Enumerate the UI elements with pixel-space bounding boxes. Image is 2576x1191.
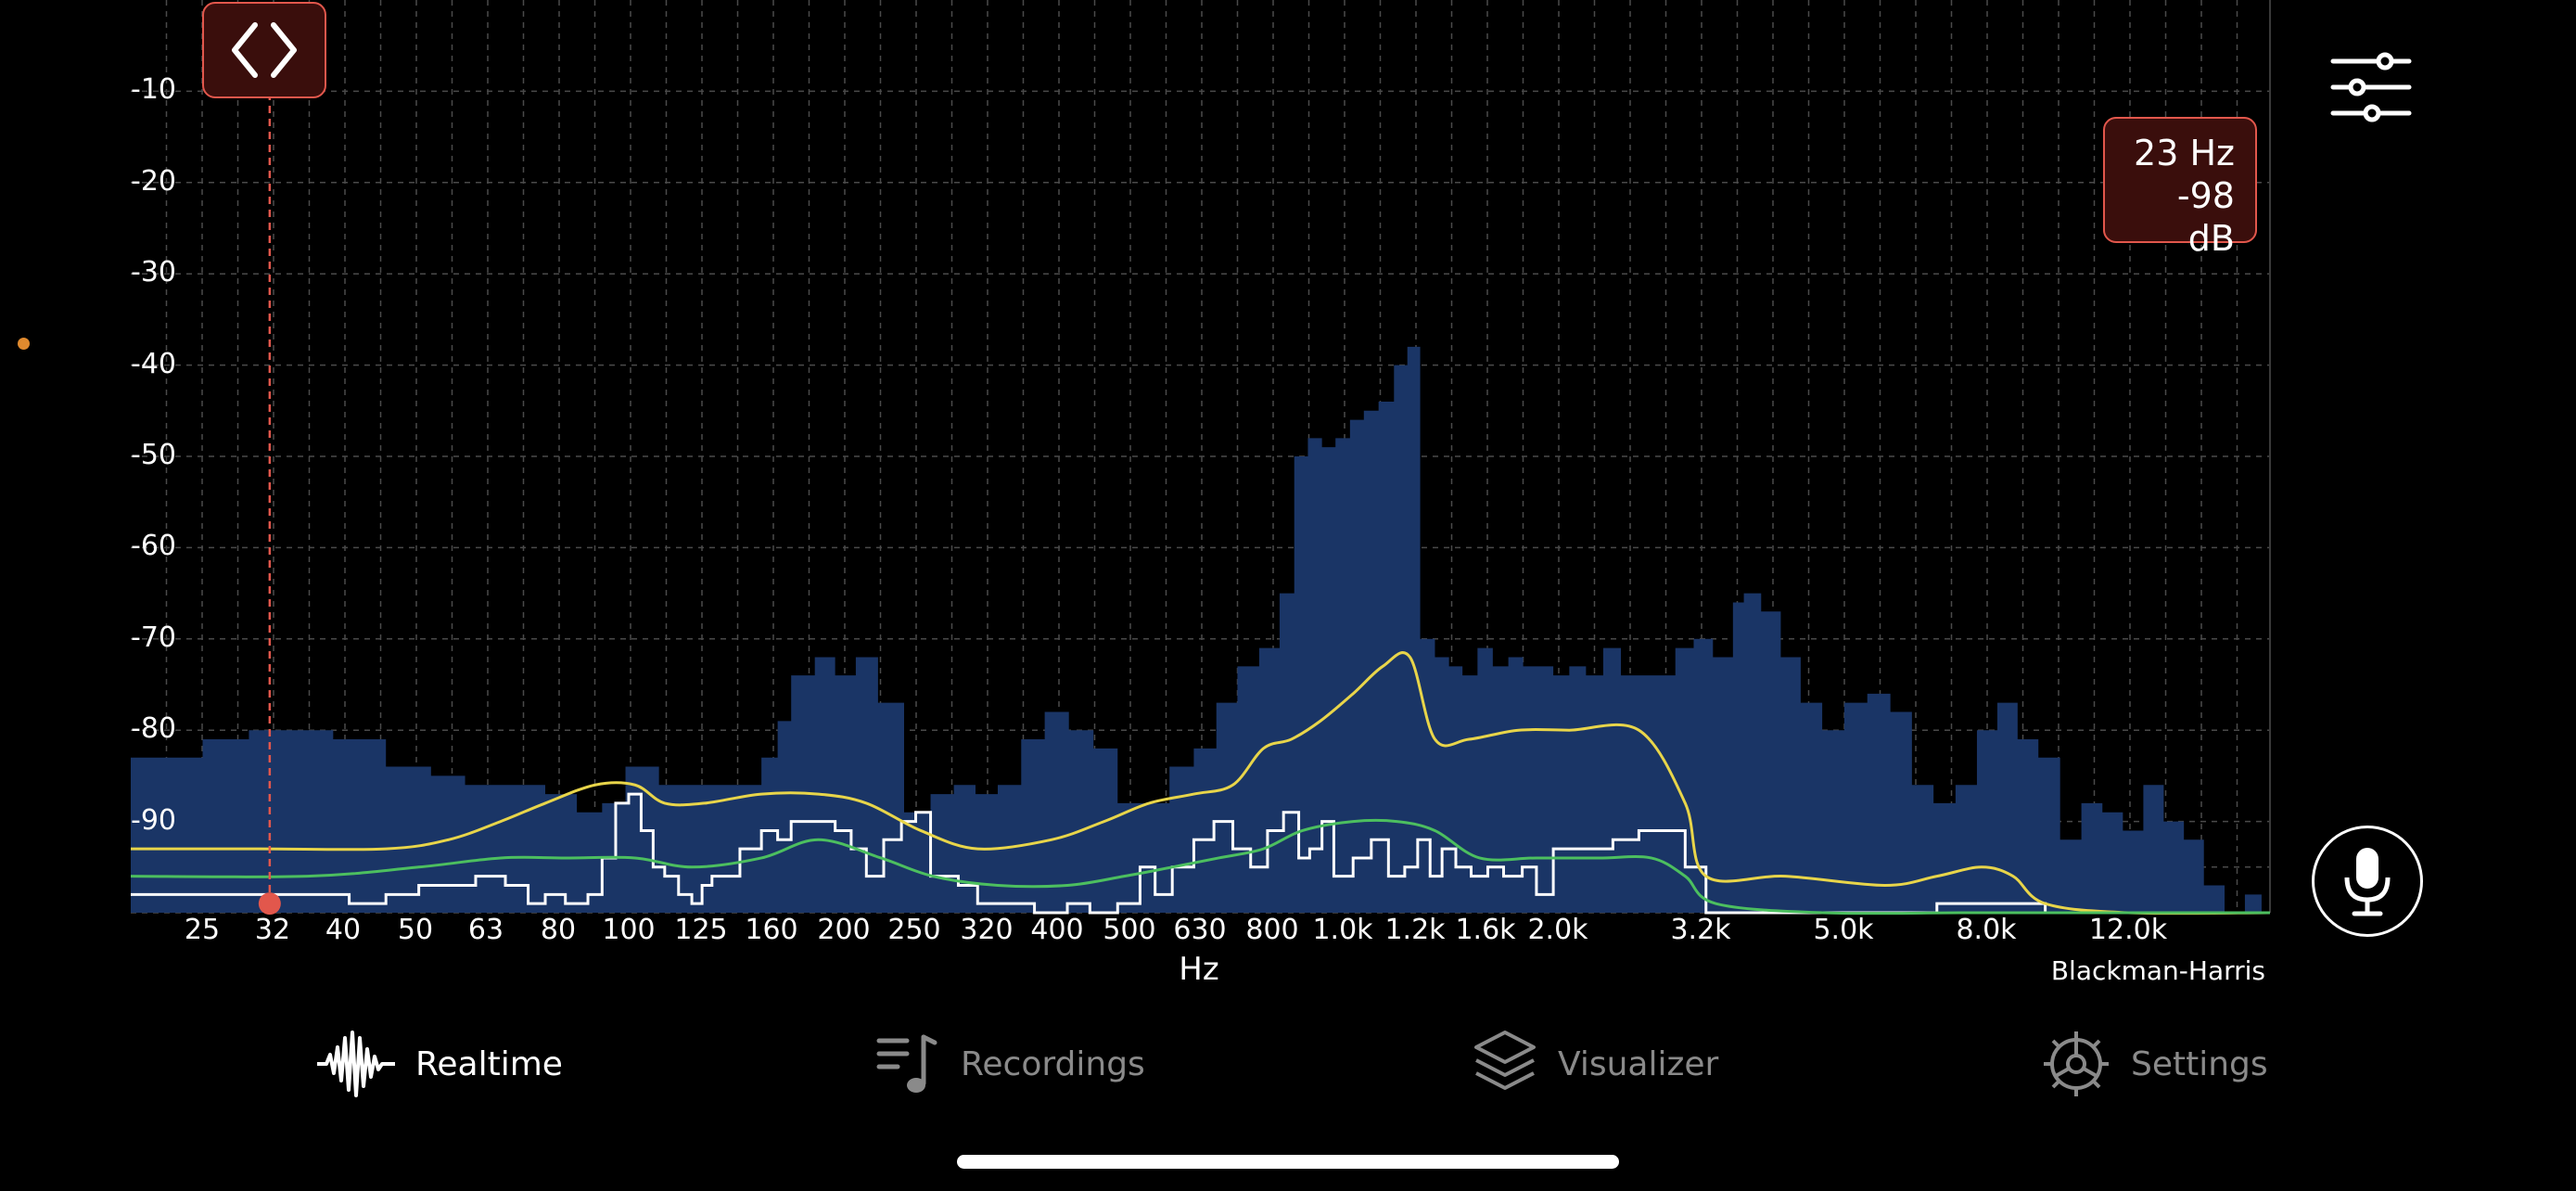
sliders-icon (2330, 52, 2412, 122)
cursor-marker (258, 892, 281, 916)
x-tick-label: 250 (887, 914, 941, 946)
tab-recordings[interactable]: Recordings (875, 1022, 1145, 1106)
chevrons-left-right-icon (232, 22, 297, 78)
display-settings-button[interactable] (2329, 50, 2413, 124)
x-tick-label: 160 (745, 914, 798, 946)
y-tick-label: -10 (131, 73, 176, 107)
x-tick-label: 5.0k (1813, 914, 1874, 946)
y-tick-label: -90 (131, 803, 176, 837)
tab-label: Realtime (415, 1044, 563, 1083)
x-tick-label: 2.0k (1527, 914, 1588, 946)
y-tick-label: -30 (131, 256, 176, 289)
cursor-drag-handle[interactable] (202, 2, 326, 98)
peak-step-line (131, 792, 2270, 915)
tab-visualizer[interactable]: Visualizer (1473, 1022, 1718, 1106)
cursor-frequency: 23 Hz (2134, 133, 2235, 173)
x-tick-label: 12.0k (2088, 914, 2168, 946)
x-tick-label: 32 (254, 914, 291, 946)
y-tick-label: -40 (131, 347, 176, 380)
y-tick-label: -20 (131, 164, 176, 198)
tab-realtime[interactable]: Realtime (317, 1022, 563, 1106)
y-tick-label: -70 (131, 621, 176, 654)
gear-icon (2044, 1031, 2109, 1096)
x-tick-label: 80 (540, 914, 577, 946)
smoothed-curve (130, 651, 2271, 916)
cursor-readout: 23 Hz -98 dB (2103, 117, 2257, 259)
y-tick-label: -60 (131, 530, 176, 563)
x-tick-label: 125 (674, 914, 728, 946)
spectrum-bars (131, 346, 2262, 913)
x-axis-unit: Hz (1179, 951, 1219, 988)
tab-label: Settings (2131, 1044, 2268, 1083)
x-tick-label: 400 (1030, 914, 1084, 946)
cursor-level: -98 dB (2176, 175, 2235, 259)
x-tick-label: 8.0k (1956, 914, 2017, 946)
status-dot (18, 338, 30, 350)
layers-icon (1474, 1031, 1536, 1090)
tab-label: Recordings (961, 1044, 1145, 1083)
waveform-icon (317, 1031, 395, 1097)
x-tick-label: 100 (602, 914, 656, 946)
x-tick-label: 500 (1103, 914, 1156, 946)
y-tick-label: -50 (131, 439, 176, 471)
x-tick-label: 3.2k (1670, 914, 1731, 946)
x-tick-label: 200 (817, 914, 871, 946)
microphone-button[interactable] (2312, 826, 2423, 937)
x-tick-label: 320 (960, 914, 1014, 946)
x-tick-label: 630 (1173, 914, 1227, 946)
x-tick-label: 25 (184, 914, 221, 946)
home-indicator (957, 1155, 1619, 1169)
microphone-icon (2344, 848, 2391, 916)
smoothed-curve (130, 818, 2270, 916)
tab-settings[interactable]: Settings (2042, 1022, 2268, 1106)
x-tick-label: 40 (325, 914, 362, 946)
x-tick-label: 800 (1245, 914, 1299, 946)
window-function-label: Blackman-Harris (2050, 955, 2265, 986)
y-tick-label: -80 (131, 712, 176, 746)
x-tick-label: 63 (467, 914, 504, 946)
music-list-icon (876, 1034, 937, 1093)
x-tick-label: 1.2k (1384, 914, 1446, 946)
x-tick-label: 50 (397, 914, 434, 946)
x-tick-label: 1.0k (1312, 914, 1373, 946)
x-tick-label: 1.6k (1455, 914, 1516, 946)
tab-label: Visualizer (1558, 1044, 1719, 1083)
